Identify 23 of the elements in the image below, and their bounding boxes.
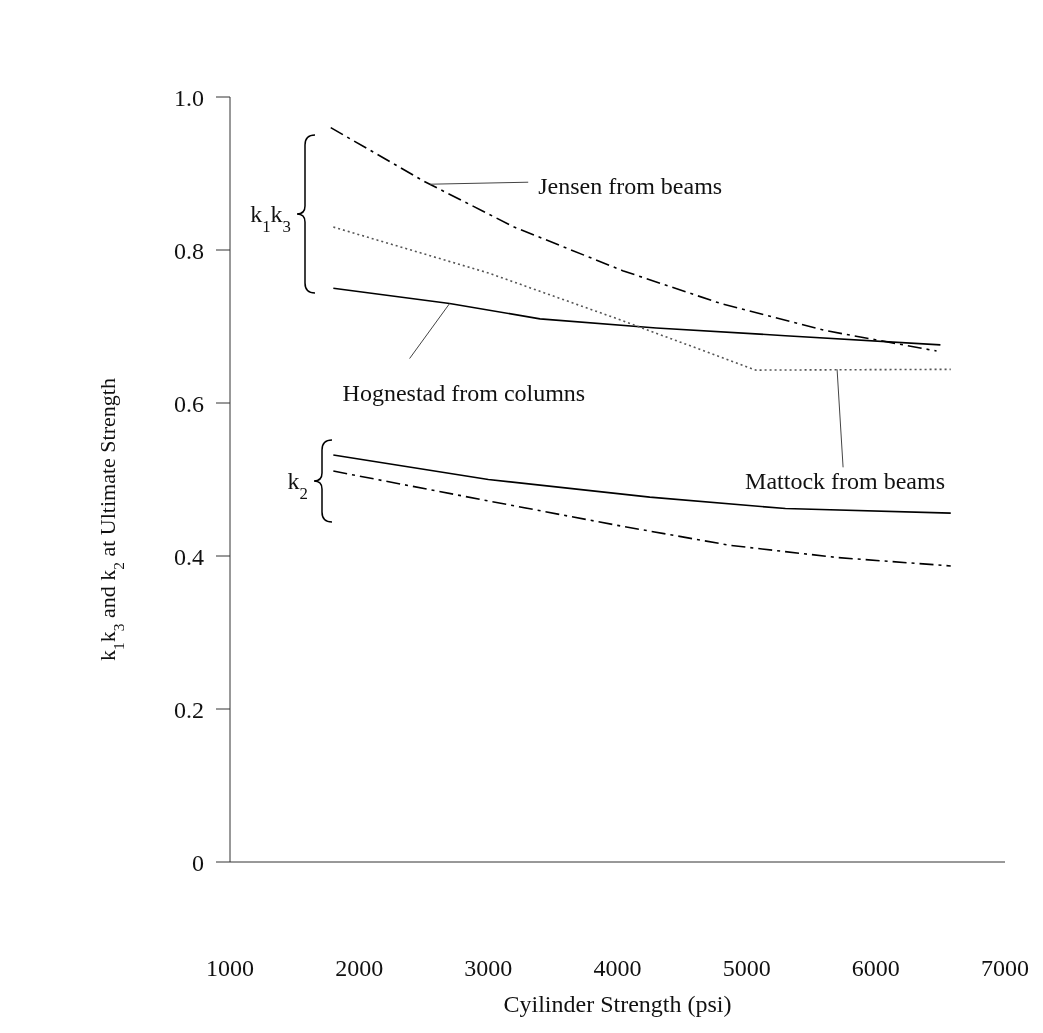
x-tick-label: 4000 — [593, 955, 642, 982]
x-tick-label: 5000 — [722, 955, 771, 982]
x-tick-label: 7000 — [981, 955, 1029, 982]
y-tick-label: 1.0 — [174, 84, 204, 111]
line-series — [329, 126, 938, 352]
y-tick-label: 0.8 — [174, 237, 204, 264]
x-tick-label: 2000 — [335, 955, 384, 982]
y-tick-label: 0 — [192, 849, 204, 876]
line-series — [332, 226, 952, 371]
annotation: k$_{2}$ — [287, 468, 308, 503]
y-tick-label: 0.2 — [174, 696, 204, 723]
annotation: k$_{1}$k$_{3}$ — [250, 201, 291, 236]
x-axis-title: Cyilinder Strength (psi) — [503, 991, 732, 1017]
x-tick-label: 1000 — [206, 955, 254, 982]
x-tick-label: 3000 — [464, 955, 513, 982]
annotation: Jensen from beams — [538, 173, 723, 200]
annotation: Hognestad from columns — [342, 379, 586, 406]
y-tick-label: 0.4 — [174, 543, 204, 570]
x-tick-label: 6000 — [851, 955, 900, 982]
annotation: Mattock from beams — [745, 468, 946, 495]
y-tick-label: 0.6 — [174, 390, 204, 417]
line-series — [332, 454, 952, 514]
line-series — [332, 470, 952, 567]
